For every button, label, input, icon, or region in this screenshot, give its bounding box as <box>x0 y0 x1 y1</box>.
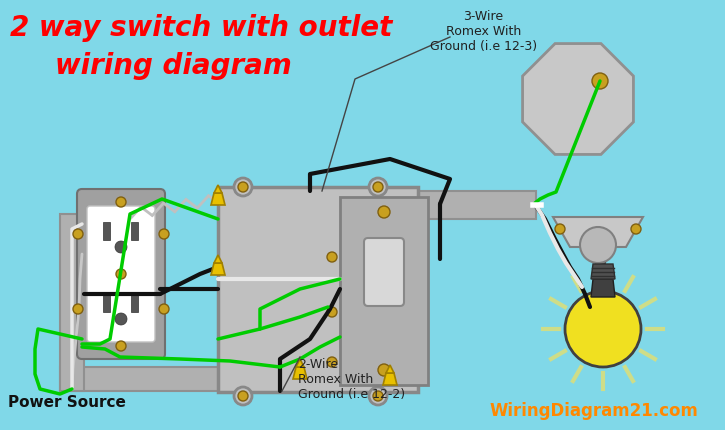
Bar <box>60 215 84 391</box>
Circle shape <box>234 387 252 405</box>
Polygon shape <box>211 194 225 206</box>
Circle shape <box>327 252 337 262</box>
Polygon shape <box>214 186 222 194</box>
Circle shape <box>378 206 390 218</box>
Circle shape <box>159 304 169 314</box>
Bar <box>296 191 324 391</box>
Circle shape <box>116 269 126 280</box>
Circle shape <box>327 357 337 367</box>
FancyBboxPatch shape <box>77 190 165 359</box>
Polygon shape <box>591 264 615 280</box>
Bar <box>131 222 138 240</box>
Bar <box>103 222 110 240</box>
Circle shape <box>238 391 248 401</box>
Circle shape <box>373 183 383 193</box>
Text: WiringDiagram21.com: WiringDiagram21.com <box>490 401 699 419</box>
Circle shape <box>115 241 127 253</box>
FancyBboxPatch shape <box>87 206 155 342</box>
Polygon shape <box>553 218 643 247</box>
Polygon shape <box>523 44 634 155</box>
Circle shape <box>238 183 248 193</box>
Text: 3-Wire
Romex With
Ground (i.e 12-3): 3-Wire Romex With Ground (i.e 12-3) <box>430 10 537 53</box>
Bar <box>131 294 138 312</box>
Polygon shape <box>293 367 307 379</box>
Polygon shape <box>386 365 394 373</box>
Circle shape <box>565 291 641 367</box>
Circle shape <box>327 307 337 317</box>
Text: 2 way switch with outlet: 2 way switch with outlet <box>10 14 392 42</box>
Circle shape <box>580 227 616 264</box>
Bar <box>218 187 418 392</box>
Circle shape <box>73 304 83 314</box>
Circle shape <box>73 230 83 240</box>
Bar <box>296 191 536 219</box>
Circle shape <box>234 178 252 197</box>
Circle shape <box>378 364 390 376</box>
Text: Power Source: Power Source <box>8 394 126 409</box>
Circle shape <box>115 313 127 325</box>
Text: 2-Wire
Romex With
Ground (i.e 12-2): 2-Wire Romex With Ground (i.e 12-2) <box>298 357 405 400</box>
Polygon shape <box>591 280 615 297</box>
Bar <box>60 367 312 391</box>
Circle shape <box>369 178 387 197</box>
Polygon shape <box>296 359 304 367</box>
Circle shape <box>116 341 126 351</box>
Circle shape <box>369 387 387 405</box>
Circle shape <box>373 391 383 401</box>
Circle shape <box>592 74 608 90</box>
Polygon shape <box>383 373 397 385</box>
Polygon shape <box>214 255 222 264</box>
Bar <box>340 197 428 385</box>
Text: wiring diagram: wiring diagram <box>55 52 291 80</box>
Circle shape <box>159 230 169 240</box>
Bar <box>103 294 110 312</box>
FancyBboxPatch shape <box>364 239 404 306</box>
Polygon shape <box>211 264 225 275</box>
Circle shape <box>555 224 565 234</box>
Circle shape <box>116 197 126 208</box>
Circle shape <box>631 224 641 234</box>
